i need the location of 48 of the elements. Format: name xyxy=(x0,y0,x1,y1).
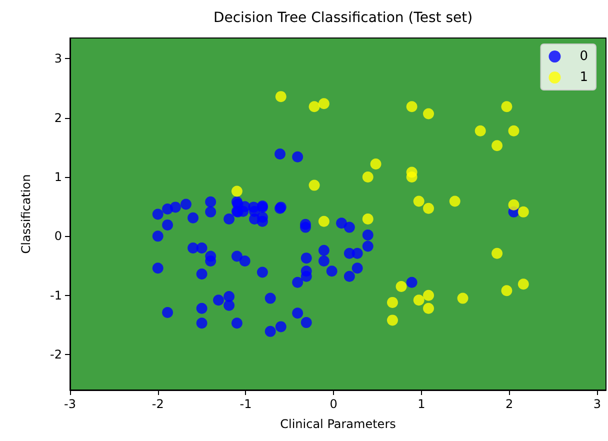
point xyxy=(362,214,374,225)
point xyxy=(413,196,424,207)
x-tick-label: 0 xyxy=(330,397,338,411)
point xyxy=(275,91,286,102)
x-tick-label: -1 xyxy=(240,397,252,411)
y-tick-label: -1 xyxy=(50,288,62,302)
point xyxy=(308,180,320,191)
point xyxy=(474,125,486,136)
point xyxy=(492,248,503,259)
point xyxy=(413,294,424,306)
x-tick-label: 2 xyxy=(506,397,514,411)
x-tick-label: -2 xyxy=(152,397,164,411)
point xyxy=(406,101,418,112)
point xyxy=(370,158,382,170)
point xyxy=(423,290,434,301)
point xyxy=(518,278,529,290)
point xyxy=(501,285,512,296)
x-tick-label: 3 xyxy=(593,397,602,411)
y-tick-label: 0 xyxy=(54,229,62,244)
chart-title: Decision Tree Classification (Test set) xyxy=(213,10,473,26)
point xyxy=(449,196,460,207)
point xyxy=(406,172,418,183)
y-tick-label: 3 xyxy=(54,52,62,66)
point xyxy=(501,101,512,112)
y-tick-label: 1 xyxy=(54,170,62,184)
point xyxy=(231,186,242,197)
point xyxy=(508,125,520,136)
x-axis-title: Clinical Parameters xyxy=(280,417,396,431)
x-tick-label: 1 xyxy=(418,397,426,411)
point xyxy=(423,202,434,214)
point xyxy=(308,101,320,112)
point xyxy=(492,140,503,152)
point xyxy=(362,172,374,183)
point xyxy=(423,302,434,314)
point xyxy=(518,206,529,218)
legend-label: 1 xyxy=(580,70,588,85)
y-tick-label: 2 xyxy=(54,110,62,125)
point xyxy=(386,296,398,308)
point xyxy=(386,314,398,326)
point xyxy=(396,280,407,292)
point xyxy=(318,98,330,110)
y-axis-title: Classification xyxy=(19,174,33,254)
point xyxy=(457,292,468,304)
x-tick-label: -3 xyxy=(64,397,76,411)
legend-label: 0 xyxy=(580,49,588,64)
point xyxy=(318,216,330,227)
y-tick-label: -2 xyxy=(50,348,62,362)
point xyxy=(423,108,434,120)
